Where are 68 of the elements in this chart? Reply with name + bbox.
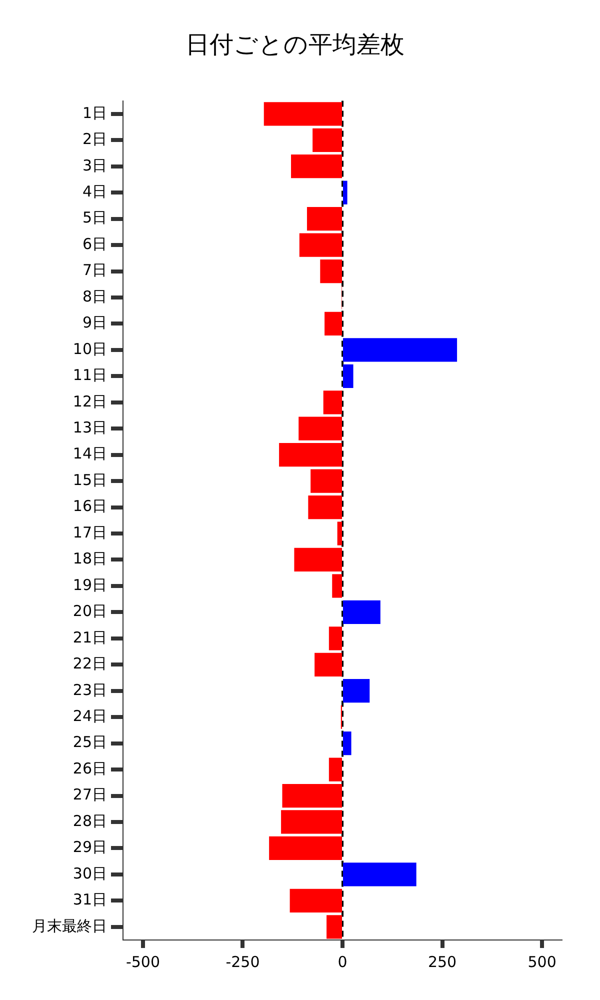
y-tick-label: 5日 — [82, 208, 107, 227]
bar — [298, 416, 342, 440]
bar — [343, 732, 352, 756]
y-tick-label: 11日 — [72, 366, 107, 384]
y-tick-label: 4日 — [82, 182, 107, 200]
bar — [326, 915, 342, 939]
x-tick-label: 0 — [338, 952, 348, 971]
y-tick-label: 6日 — [82, 234, 107, 253]
bar — [306, 207, 342, 231]
y-tick-label: 20日 — [72, 602, 107, 620]
y-tick-label: 26日 — [72, 759, 107, 778]
bar — [308, 495, 342, 520]
bar — [343, 180, 348, 204]
y-tick-label: 2日 — [82, 130, 107, 148]
y-tick-label: 8日 — [82, 287, 107, 306]
y-tick-label: 18日 — [72, 550, 107, 568]
bar — [294, 548, 342, 572]
y-tick-label: 27日 — [72, 786, 107, 804]
y-tick-label: 13日 — [72, 418, 107, 437]
bar — [343, 862, 416, 886]
bar — [299, 233, 342, 257]
y-tick-label: 31日 — [72, 890, 107, 909]
bar — [279, 443, 342, 467]
bar — [337, 522, 342, 546]
y-tick-label: 10日 — [72, 340, 107, 358]
y-tick-label: 24日 — [72, 706, 107, 725]
y-tick-label: 19日 — [72, 576, 107, 594]
y-tick-label: 30日 — [72, 864, 107, 882]
y-tick-label: 25日 — [72, 733, 107, 752]
y-tick-label: 21日 — [72, 628, 107, 646]
y-tick-label: 1日 — [82, 104, 107, 122]
y-tick-label: 17日 — [72, 523, 107, 542]
bar — [312, 128, 342, 152]
bar — [332, 574, 342, 598]
y-tick-label: 16日 — [72, 497, 107, 516]
bar — [343, 364, 354, 388]
bar — [324, 312, 342, 336]
bar — [328, 626, 342, 650]
bar — [282, 784, 342, 808]
bar — [343, 338, 458, 362]
y-tick-label: 9日 — [82, 314, 107, 332]
y-tick-label: 15日 — [72, 470, 107, 489]
bar — [291, 154, 342, 178]
y-tick-label: 29日 — [72, 838, 107, 856]
y-tick-label: 22日 — [72, 654, 107, 673]
x-tick-label: -500 — [126, 952, 160, 971]
y-tick-label: 28日 — [72, 812, 107, 830]
bar — [343, 679, 370, 703]
bar — [290, 888, 342, 912]
bar — [323, 390, 342, 414]
bar — [264, 102, 342, 126]
bar — [281, 810, 342, 834]
y-tick-label: 23日 — [72, 680, 107, 699]
bar — [310, 469, 342, 493]
bar — [269, 836, 342, 860]
x-tick-label: 500 — [528, 952, 556, 971]
y-tick-label: 3日 — [82, 156, 107, 174]
bar — [328, 758, 342, 782]
y-tick-label: 12日 — [72, 392, 107, 410]
x-tick-label: 250 — [428, 952, 457, 971]
y-tick-label: 14日 — [72, 444, 107, 463]
y-tick-label: 7日 — [82, 261, 107, 280]
y-tick-label: 月末最終日 — [32, 916, 107, 935]
bar — [320, 259, 342, 284]
chart-title: 日付ごとの平均差枚 — [186, 30, 404, 59]
bar — [343, 600, 380, 624]
x-tick-label: -250 — [226, 952, 260, 971]
bar — [314, 652, 342, 676]
